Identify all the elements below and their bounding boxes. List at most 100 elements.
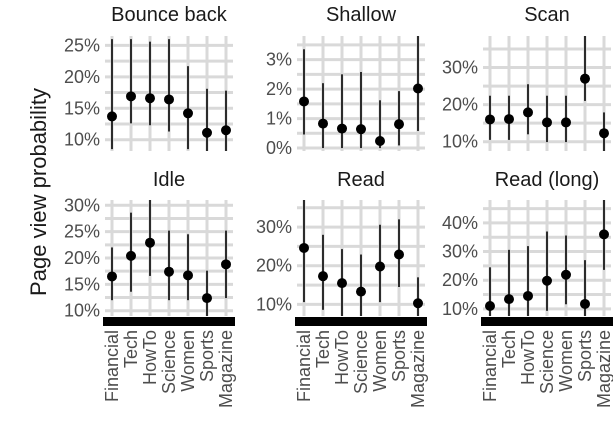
y-tick-label: 20% xyxy=(64,67,100,87)
facet-title: Read (long) xyxy=(495,169,600,191)
data-point xyxy=(107,271,117,282)
x-tick-label: Sports xyxy=(389,330,409,382)
data-point xyxy=(337,278,347,289)
x-tick-label: Tech xyxy=(313,330,333,368)
x-axis-band xyxy=(481,317,613,326)
data-point xyxy=(202,293,212,304)
x-tick-label: Financial xyxy=(480,330,500,402)
x-tick-label: HowTo xyxy=(332,330,352,385)
data-point xyxy=(580,73,590,84)
x-axis-band xyxy=(295,317,427,326)
x-tick-label: Tech xyxy=(499,330,519,368)
facet-title: Idle xyxy=(153,169,185,191)
y-tick-label: 10% xyxy=(442,132,478,152)
y-tick-label: 20% xyxy=(442,95,478,115)
y-tick-label: 20% xyxy=(442,270,478,290)
x-axis-band xyxy=(103,317,235,326)
y-tick-label: 30% xyxy=(442,242,478,262)
data-point xyxy=(599,128,609,139)
data-point xyxy=(221,259,231,270)
facet-title: Scan xyxy=(524,4,570,26)
y-tick-label: 10% xyxy=(256,294,292,314)
x-tick-label: Magazine xyxy=(594,330,613,408)
x-tick-label: Science xyxy=(351,330,371,394)
y-tick-label: 20% xyxy=(256,256,292,276)
y-tick-label: 25% xyxy=(64,222,100,242)
y-axis-title: Page view probability xyxy=(26,88,51,296)
data-point xyxy=(126,91,136,102)
y-tick-label: 30% xyxy=(442,58,478,78)
data-point xyxy=(523,107,533,118)
facet-scan: Scan 10% 20% 30% xyxy=(442,4,611,152)
data-point xyxy=(523,290,533,301)
x-tick-label: HowTo xyxy=(518,330,538,385)
data-point xyxy=(413,83,423,94)
facet-title: Read xyxy=(337,169,385,191)
y-tick-label: 10% xyxy=(64,130,100,150)
y-tick-label: 2% xyxy=(266,79,292,99)
x-tick-label: Magazine xyxy=(216,330,236,408)
y-tick-label: 15% xyxy=(64,98,100,118)
facet-shallow: Shallow 0% 1% 2% 3% xyxy=(266,4,425,158)
x-tick-label: Science xyxy=(159,330,179,394)
x-tick-label: Sports xyxy=(575,330,595,382)
x-tick-label: Women xyxy=(370,330,390,392)
y-tick-label: 1% xyxy=(266,109,292,129)
facet-read: Read 10% 20% 30% Financial Tech HowTo Science Wo… xyxy=(256,169,428,408)
y-tick-label: 20% xyxy=(64,248,100,268)
data-point xyxy=(318,271,328,282)
data-point xyxy=(561,269,571,280)
x-tick-label: Women xyxy=(556,330,576,392)
facet-read-long: Read (long) 10% 20% 30% 40% Financial Tech HowT… xyxy=(442,169,613,408)
facet-title: Shallow xyxy=(326,4,397,26)
data-point xyxy=(145,237,155,248)
data-point xyxy=(356,124,366,135)
x-tick-label: Financial xyxy=(102,330,122,402)
data-point xyxy=(318,118,328,129)
facets: Bounce back 10% 15% 20% 25% Shallow 0% 1% 2% 3% Sc… xyxy=(64,4,613,408)
data-point xyxy=(561,117,571,128)
data-point xyxy=(504,294,514,305)
data-point xyxy=(504,114,514,125)
data-point xyxy=(485,300,495,311)
data-point xyxy=(221,125,231,136)
y-tick-label: 10% xyxy=(442,299,478,319)
x-tick-label: HowTo xyxy=(140,330,160,385)
data-point xyxy=(202,127,212,138)
y-tick-label: 30% xyxy=(64,195,100,215)
facet-bounce-back: Bounce back 10% 15% 20% 25% xyxy=(64,4,233,151)
y-tick-label: 30% xyxy=(256,217,292,237)
x-tick-label: Tech xyxy=(121,330,141,368)
y-tick-label: 10% xyxy=(64,301,100,321)
data-point xyxy=(126,250,136,261)
data-point xyxy=(485,114,495,125)
y-tick-label: 25% xyxy=(64,35,100,55)
facet-idle: Idle 10% 15% 20% 25% 30% Financial Tech HowTo Sci… xyxy=(64,169,236,408)
data-point xyxy=(542,117,552,128)
data-point xyxy=(183,108,193,119)
y-tick-label: 3% xyxy=(266,50,292,70)
data-point xyxy=(164,94,174,105)
data-point xyxy=(394,249,404,260)
data-point xyxy=(164,266,174,277)
data-point xyxy=(299,96,309,107)
data-point xyxy=(356,286,366,297)
data-point xyxy=(107,111,117,122)
data-point xyxy=(337,123,347,134)
data-point xyxy=(580,298,590,309)
x-tick-label: Women xyxy=(178,330,198,392)
data-point xyxy=(145,93,155,104)
x-tick-label: Financial xyxy=(294,330,314,402)
data-point xyxy=(542,275,552,286)
facet-title: Bounce back xyxy=(111,4,228,26)
x-tick-label: Sports xyxy=(197,330,217,382)
data-point xyxy=(375,135,385,146)
data-point xyxy=(599,229,609,240)
data-point xyxy=(394,119,404,130)
y-tick-label: 15% xyxy=(64,274,100,294)
y-tick-label: 40% xyxy=(442,213,478,233)
x-tick-label: Science xyxy=(537,330,557,394)
y-tick-label: 0% xyxy=(266,138,292,158)
x-tick-label: Magazine xyxy=(408,330,428,408)
